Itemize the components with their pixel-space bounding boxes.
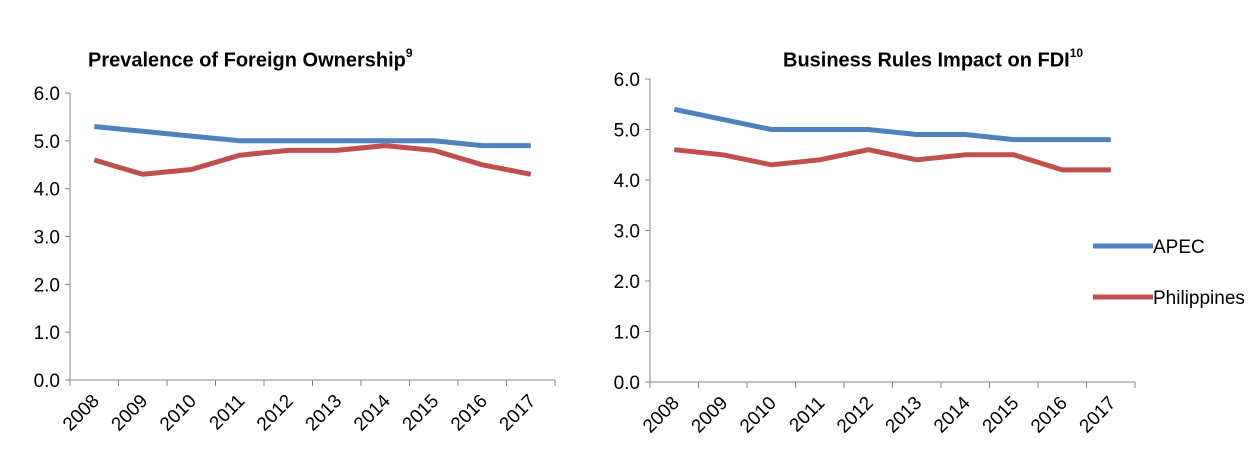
y-tick-label: 3.0	[614, 222, 640, 243]
x-tick-label: 2013	[302, 391, 347, 436]
y-tick-label: 6.0	[614, 70, 640, 91]
series-line-philippines	[93, 143, 532, 177]
x-tick-label: 2016	[1027, 393, 1072, 438]
y-tick-label: 4.0	[34, 180, 60, 201]
chart-1-title: Prevalence of Foreign Ownership9	[88, 46, 413, 73]
x-tick-label: 2010	[736, 393, 781, 438]
x-tick-label: 2009	[688, 393, 733, 438]
x-tick-label: 2009	[108, 391, 153, 436]
chart-1-title-text: Prevalence of Foreign Ownership	[88, 49, 406, 72]
legend-label-philippines: Philippines	[1153, 288, 1245, 309]
x-tick-label: 2015	[399, 391, 444, 436]
y-tick-label: 6.0	[34, 84, 60, 105]
x-tick-label: 2012	[253, 391, 298, 436]
x-tick-label: 2017	[1076, 393, 1121, 438]
legend-label-apec: APEC	[1153, 237, 1205, 258]
series-line-apec	[673, 106, 1111, 143]
x-tick-label: 2008	[59, 391, 104, 436]
x-tick-label: 2011	[786, 393, 830, 437]
chart-2-title-footnote: 10	[1069, 46, 1084, 60]
x-tick-label: 2017	[496, 391, 541, 436]
y-tick-label: 5.0	[614, 121, 640, 142]
y-tick-label: 0.0	[614, 373, 640, 394]
series-line-apec	[94, 124, 531, 149]
x-tick-label: 2016	[447, 391, 492, 436]
x-tick-label: 2013	[882, 393, 927, 438]
y-tick-label: 4.0	[614, 171, 640, 192]
x-tick-label: 2014	[930, 392, 975, 437]
chart-2-title-text: Business Rules Impact on FDI	[783, 49, 1070, 72]
series-line-philippines	[674, 147, 1111, 173]
y-tick-label: 3.0	[34, 228, 60, 249]
x-tick-label: 2011	[206, 391, 250, 435]
y-tick-label: 2.0	[614, 272, 640, 293]
chart-1-title-footnote: 9	[405, 46, 413, 60]
x-tick-label: 2015	[979, 393, 1024, 438]
y-tick-label: 2.0	[34, 275, 60, 296]
x-tick-label: 2014	[350, 390, 395, 435]
x-tick-label: 2012	[833, 393, 878, 438]
y-tick-label: 5.0	[34, 132, 60, 153]
x-tick-label: 2008	[639, 393, 684, 438]
y-tick-label: 0.0	[34, 371, 60, 392]
y-tick-label: 1.0	[34, 323, 60, 344]
y-tick-label: 1.0	[614, 323, 640, 344]
x-tick-label: 2010	[156, 391, 201, 436]
chart-2-title: Business Rules Impact on FDI10	[783, 46, 1084, 73]
